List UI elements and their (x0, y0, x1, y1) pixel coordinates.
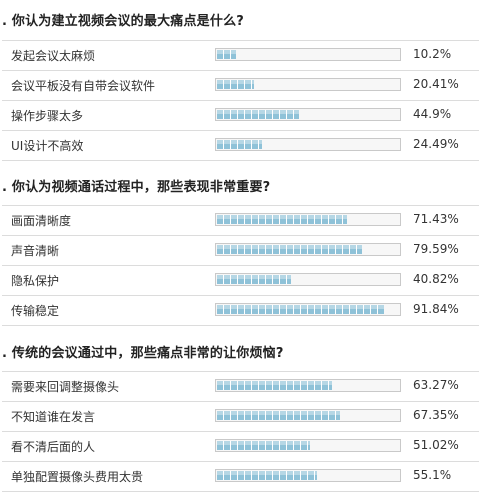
percent-bar (215, 48, 401, 61)
option-row: 需要来回调整摄像头 63.27% (2, 372, 479, 402)
option-row: UI设计不高效 24.49% (2, 131, 479, 161)
option-label: 画面清晰度 (11, 214, 72, 228)
option-row: 单独配置摄像头费用太贵 55.1% (2, 462, 479, 492)
percent-bar-fill (217, 80, 254, 89)
percent-bar-fill (217, 411, 340, 420)
option-percent: 44.9% (413, 107, 452, 121)
option-label: 看不清后面的人 (11, 440, 96, 454)
option-label: 不知道谁在发言 (11, 410, 96, 424)
option-label: 声音清晰 (11, 244, 60, 258)
option-percent: 10.2% (413, 47, 452, 61)
option-label: 隐私保护 (11, 274, 60, 288)
option-row: 不知道谁在发言 67.35% (2, 402, 479, 432)
option-label: 需要来回调整摄像头 (11, 380, 120, 394)
percent-bar-fill (217, 245, 362, 254)
percent-bar (215, 78, 401, 91)
option-row: 会议平板没有自带会议软件 20.41% (2, 71, 479, 101)
options-table: 画面清晰度 71.43% 声音清晰 79.59% 隐私保护 40.82% 传输稳… (2, 205, 479, 326)
option-percent: 20.41% (413, 77, 459, 91)
percent-bar (215, 469, 401, 482)
percent-bar-fill (217, 381, 332, 390)
option-percent: 63.27% (413, 378, 459, 392)
option-label: 单独配置摄像头费用太贵 (11, 470, 144, 484)
option-percent: 79.59% (413, 242, 459, 256)
option-percent: 55.1% (413, 468, 452, 482)
option-label: 操作步骤太多 (11, 109, 84, 123)
percent-bar-fill (217, 50, 236, 59)
percent-bar (215, 439, 401, 452)
option-percent: 40.82% (413, 272, 459, 286)
option-percent: 71.43% (413, 212, 459, 226)
percent-bar (215, 138, 401, 151)
question-title: . 你认为建立视频会议的最大痛点是什么? (2, 14, 245, 29)
question-title: . 你认为视频通话过程中，那些表现非常重要? (2, 180, 271, 195)
percent-bar (215, 108, 401, 121)
option-label: 会议平板没有自带会议软件 (11, 79, 156, 93)
percent-bar (215, 273, 401, 286)
option-label: UI设计不高效 (11, 139, 84, 153)
option-row: 画面清晰度 71.43% (2, 206, 479, 236)
question-title: . 传统的会议通过中，那些痛点非常的让你烦恼? (2, 346, 284, 361)
option-row: 隐私保护 40.82% (2, 266, 479, 296)
options-table: 发起会议太麻烦 10.2% 会议平板没有自带会议软件 20.41% 操作步骤太多… (2, 40, 479, 161)
option-percent: 91.84% (413, 302, 459, 316)
percent-bar-fill (217, 215, 347, 224)
option-row: 发起会议太麻烦 10.2% (2, 41, 479, 71)
option-label: 发起会议太麻烦 (11, 49, 96, 63)
percent-bar-fill (217, 471, 317, 480)
percent-bar (215, 303, 401, 316)
option-percent: 67.35% (413, 408, 459, 422)
option-label: 传输稳定 (11, 304, 60, 318)
option-row: 看不清后面的人 51.02% (2, 432, 479, 462)
option-percent: 24.49% (413, 137, 459, 151)
options-table: 需要来回调整摄像头 63.27% 不知道谁在发言 67.35% 看不清后面的人 … (2, 371, 479, 492)
percent-bar-fill (217, 305, 384, 314)
option-row: 声音清晰 79.59% (2, 236, 479, 266)
percent-bar-fill (217, 140, 262, 149)
percent-bar (215, 243, 401, 256)
option-percent: 51.02% (413, 438, 459, 452)
percent-bar (215, 409, 401, 422)
percent-bar (215, 213, 401, 226)
percent-bar-fill (217, 441, 310, 450)
percent-bar-fill (217, 110, 299, 119)
percent-bar-fill (217, 275, 291, 284)
option-row: 传输稳定 91.84% (2, 296, 479, 326)
percent-bar (215, 379, 401, 392)
option-row: 操作步骤太多 44.9% (2, 101, 479, 131)
